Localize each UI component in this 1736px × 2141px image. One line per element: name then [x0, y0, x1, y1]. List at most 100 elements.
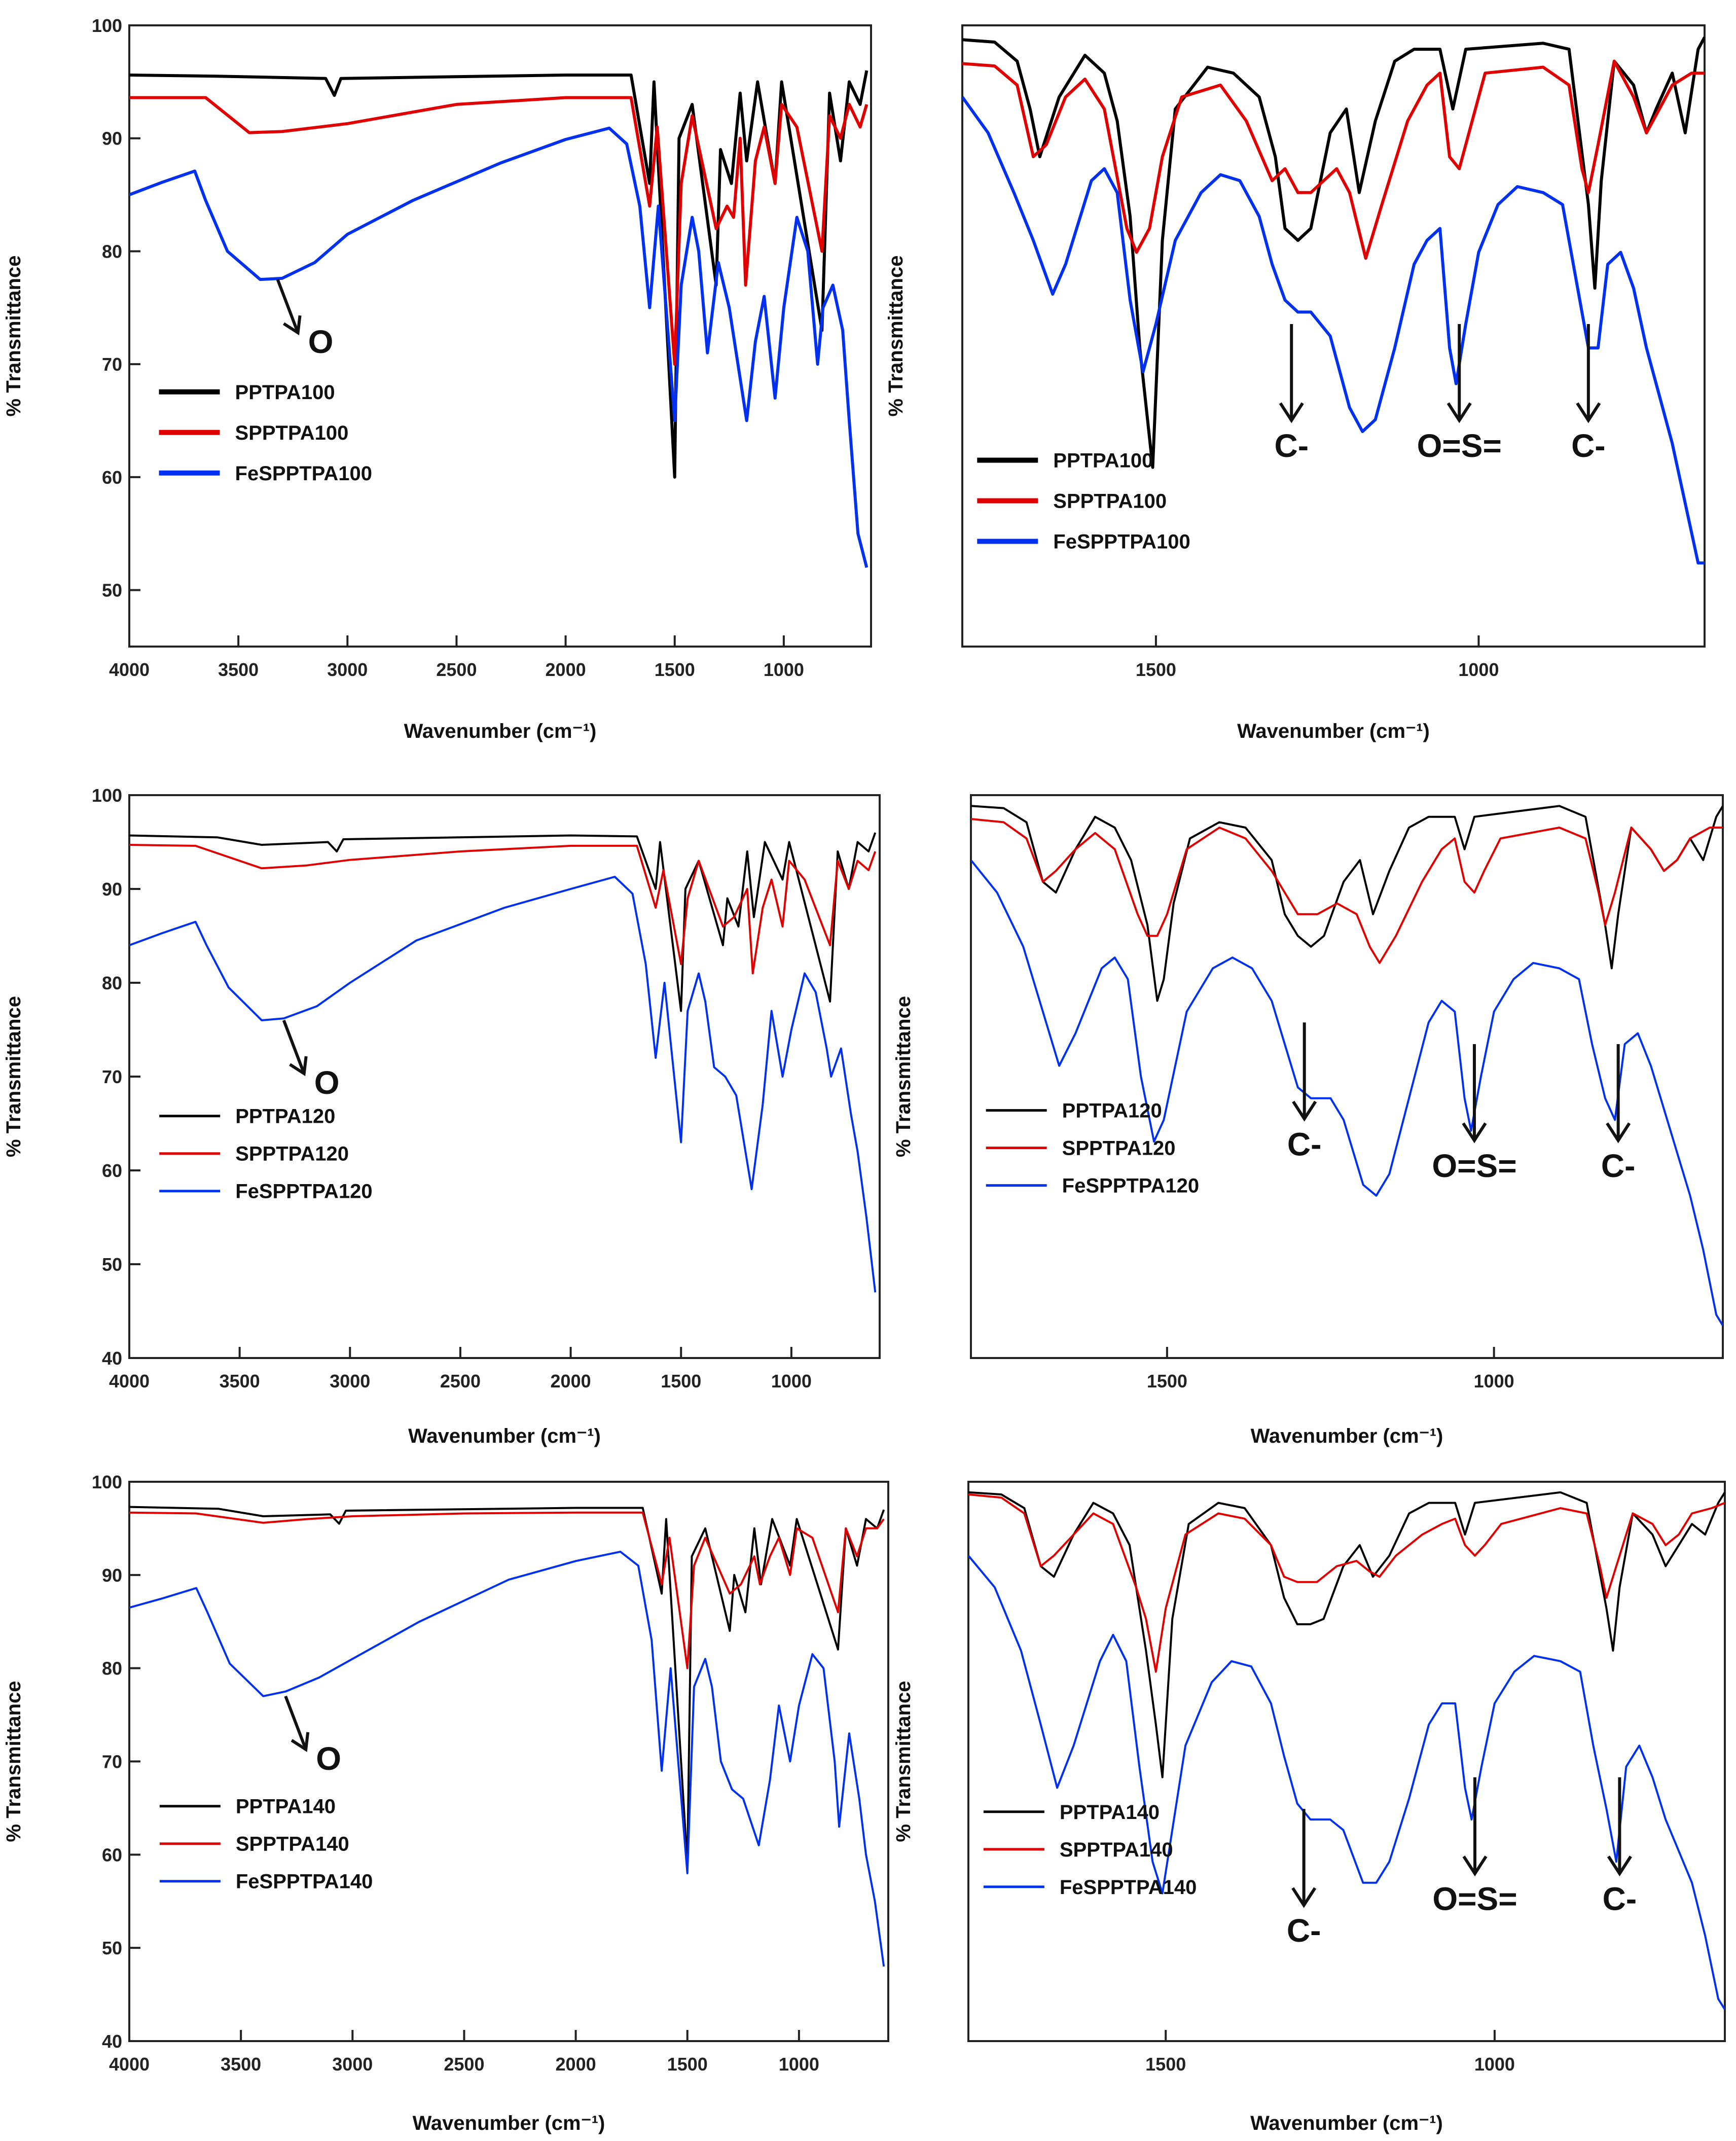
annotation-arrowhead — [1607, 1855, 1632, 1877]
x-tick-label: 1500 — [1145, 2054, 1186, 2075]
annotation-label: C- — [1601, 1148, 1636, 1184]
y-tick-label: 60 — [102, 467, 122, 488]
x-tick-label: 2000 — [551, 1371, 591, 1391]
x-tick-label: 2000 — [546, 659, 586, 680]
annotation-arrowhead — [291, 1732, 310, 1752]
y-tick-label: 100 — [92, 15, 122, 36]
x-tick-label: 1000 — [1474, 1371, 1514, 1391]
annotation-arrowhead — [1462, 1122, 1487, 1144]
annotation-arrow — [282, 1019, 306, 1075]
plot-frame — [961, 24, 1706, 648]
annotation-arrowhead — [1462, 1855, 1488, 1877]
x-axis-title: Wavenumber (cm⁻¹) — [1250, 2112, 1443, 2134]
y-tick-label: 100 — [92, 785, 122, 806]
panel-zoom-100: 1500 1000 Wavenumber (cm⁻¹) % Transmittance… — [885, 24, 1706, 742]
annotation-arrow — [284, 1695, 308, 1750]
annotation-label: O — [308, 324, 334, 360]
legend-label-SPPTPA140: SPPTPA140 — [236, 1833, 349, 1855]
x-tick-label: 2000 — [556, 2054, 596, 2075]
annotation-arrowhead — [1279, 402, 1304, 423]
x-tick-label: 1000 — [1458, 659, 1499, 680]
y-tick-label: 40 — [102, 1348, 122, 1369]
y-tick-label: 60 — [102, 1160, 122, 1181]
series-line-SPPTPA120 — [129, 844, 877, 975]
y-tick-label: 80 — [102, 241, 122, 262]
x-tick-label: 1000 — [764, 659, 804, 680]
annotation-label: C- — [1274, 427, 1309, 464]
annotation-label: O — [316, 1740, 341, 1777]
panel-zoom-120: 1500 1000 Wavenumber (cm⁻¹) % Transmittance… — [892, 794, 1724, 1447]
plot-frame — [128, 24, 872, 648]
legend-label-FeSPPTPA140: FeSPPTPA140 — [1060, 1876, 1197, 1899]
y-axis-title: % Transmittance — [3, 996, 25, 1157]
annotation-arrowhead — [289, 1056, 308, 1077]
series-line-FeSPPTPA120 — [129, 876, 877, 1293]
panel-full-120: 4000 3500 3000 2500 2000 1500 1000 40 50 60 70 80 90… — [3, 785, 881, 1447]
y-tick-label: 50 — [102, 1938, 122, 1958]
legend-label-FeSPPTPA120: FeSPPTPA120 — [235, 1181, 373, 1203]
annotation-label: C- — [1571, 427, 1606, 464]
y-axis-title: % Transmittance — [892, 996, 915, 1157]
x-tick-label: 1500 — [661, 1371, 701, 1391]
legend-label-PPTPA120: PPTPA120 — [1062, 1100, 1162, 1122]
plot-frame — [970, 794, 1724, 1359]
x-tick-label: 1000 — [779, 2054, 819, 2075]
series-line-SPPTPA140 — [129, 1511, 885, 1669]
legend-label-FeSPPTPA100: FeSPPTPA100 — [235, 462, 373, 485]
annotation-label: O=S= — [1432, 1881, 1517, 1917]
legend: PPTPA100 SPPTPA100 FeSPPTPA100 — [977, 450, 1190, 553]
x-tick-label: 3000 — [330, 1371, 370, 1391]
annotation-label: O=S= — [1417, 427, 1502, 464]
x-tick-label: 1500 — [1147, 1371, 1187, 1391]
panel-zoom-140: 1500 1000 Wavenumber (cm⁻¹) % Transmittance… — [892, 1481, 1726, 2134]
annotation-label: C- — [1287, 1912, 1321, 1949]
series-line-FeSPPTPA100 — [129, 126, 869, 568]
annotation-arrowhead — [1291, 1887, 1317, 1908]
legend-label-SPPTPA100: SPPTPA100 — [1053, 490, 1167, 513]
x-tick-label: 4000 — [109, 1371, 150, 1391]
y-axis-title: % Transmittance — [3, 256, 25, 417]
x-tick-label: 3000 — [327, 659, 368, 680]
y-tick-label: 80 — [102, 973, 122, 993]
x-tick-label: 1500 — [667, 2054, 708, 2075]
x-tick-label: 1000 — [771, 1371, 812, 1391]
y-axis-title: % Transmittance — [885, 256, 907, 417]
series-line-PPTPA120 — [129, 832, 877, 1012]
x-tick-label: 3500 — [218, 659, 259, 680]
x-axis-title: Wavenumber (cm⁻¹) — [413, 2112, 605, 2134]
x-axis-title: Wavenumber (cm⁻¹) — [404, 720, 597, 742]
y-axis-title: % Transmittance — [892, 1681, 915, 1842]
legend-label-PPTPA100: PPTPA100 — [235, 381, 335, 404]
y-axis-title: % Transmittance — [3, 1681, 25, 1842]
series-line-SPPTPA100 — [962, 59, 1705, 260]
plot-frame — [967, 1481, 1726, 2042]
legend: PPTPA140 SPPTPA140 FeSPPTPA140 — [159, 1796, 373, 1893]
y-tick-label: 100 — [92, 1472, 122, 1492]
series-line-FeSPPTPA120 — [971, 859, 1723, 1327]
legend-label-SPPTPA120: SPPTPA120 — [235, 1143, 349, 1165]
legend-label-FeSPPTPA140: FeSPPTPA140 — [236, 1871, 373, 1893]
series-line-SPPTPA100 — [129, 96, 869, 366]
x-tick-label: 3000 — [332, 2054, 373, 2075]
y-tick-label: 80 — [102, 1658, 122, 1679]
x-tick-label: 3500 — [221, 2054, 261, 2075]
y-tick-label: 50 — [102, 580, 122, 601]
annotation-arrowhead — [282, 315, 302, 336]
y-tick-label: 70 — [102, 354, 122, 375]
annotation-label: O=S= — [1432, 1148, 1516, 1184]
annotation-label: C- — [1287, 1126, 1322, 1162]
y-tick-label: 90 — [102, 879, 122, 900]
annotation-arrowhead — [1446, 402, 1472, 423]
legend: PPTPA120 SPPTPA120 FeSPPTPA120 — [986, 1100, 1199, 1197]
x-tick-label: 4000 — [109, 2054, 150, 2075]
x-tick-label: 2500 — [440, 1371, 481, 1391]
panel-full-140: 4000 3500 3000 2500 2000 1500 1000 40 50 60 70 80 90… — [3, 1472, 889, 2134]
y-tick-label: 90 — [102, 1565, 122, 1586]
annotation-arrowhead — [1576, 402, 1601, 423]
series-line-FeSPPTPA140 — [968, 1555, 1725, 2010]
x-tick-label: 1500 — [1136, 659, 1176, 680]
series-line-SPPTPA140 — [968, 1493, 1725, 1673]
x-axis-title: Wavenumber (cm⁻¹) — [408, 1425, 601, 1447]
legend-label-SPPTPA100: SPPTPA100 — [235, 422, 349, 444]
annotation-label: C- — [1603, 1881, 1637, 1917]
